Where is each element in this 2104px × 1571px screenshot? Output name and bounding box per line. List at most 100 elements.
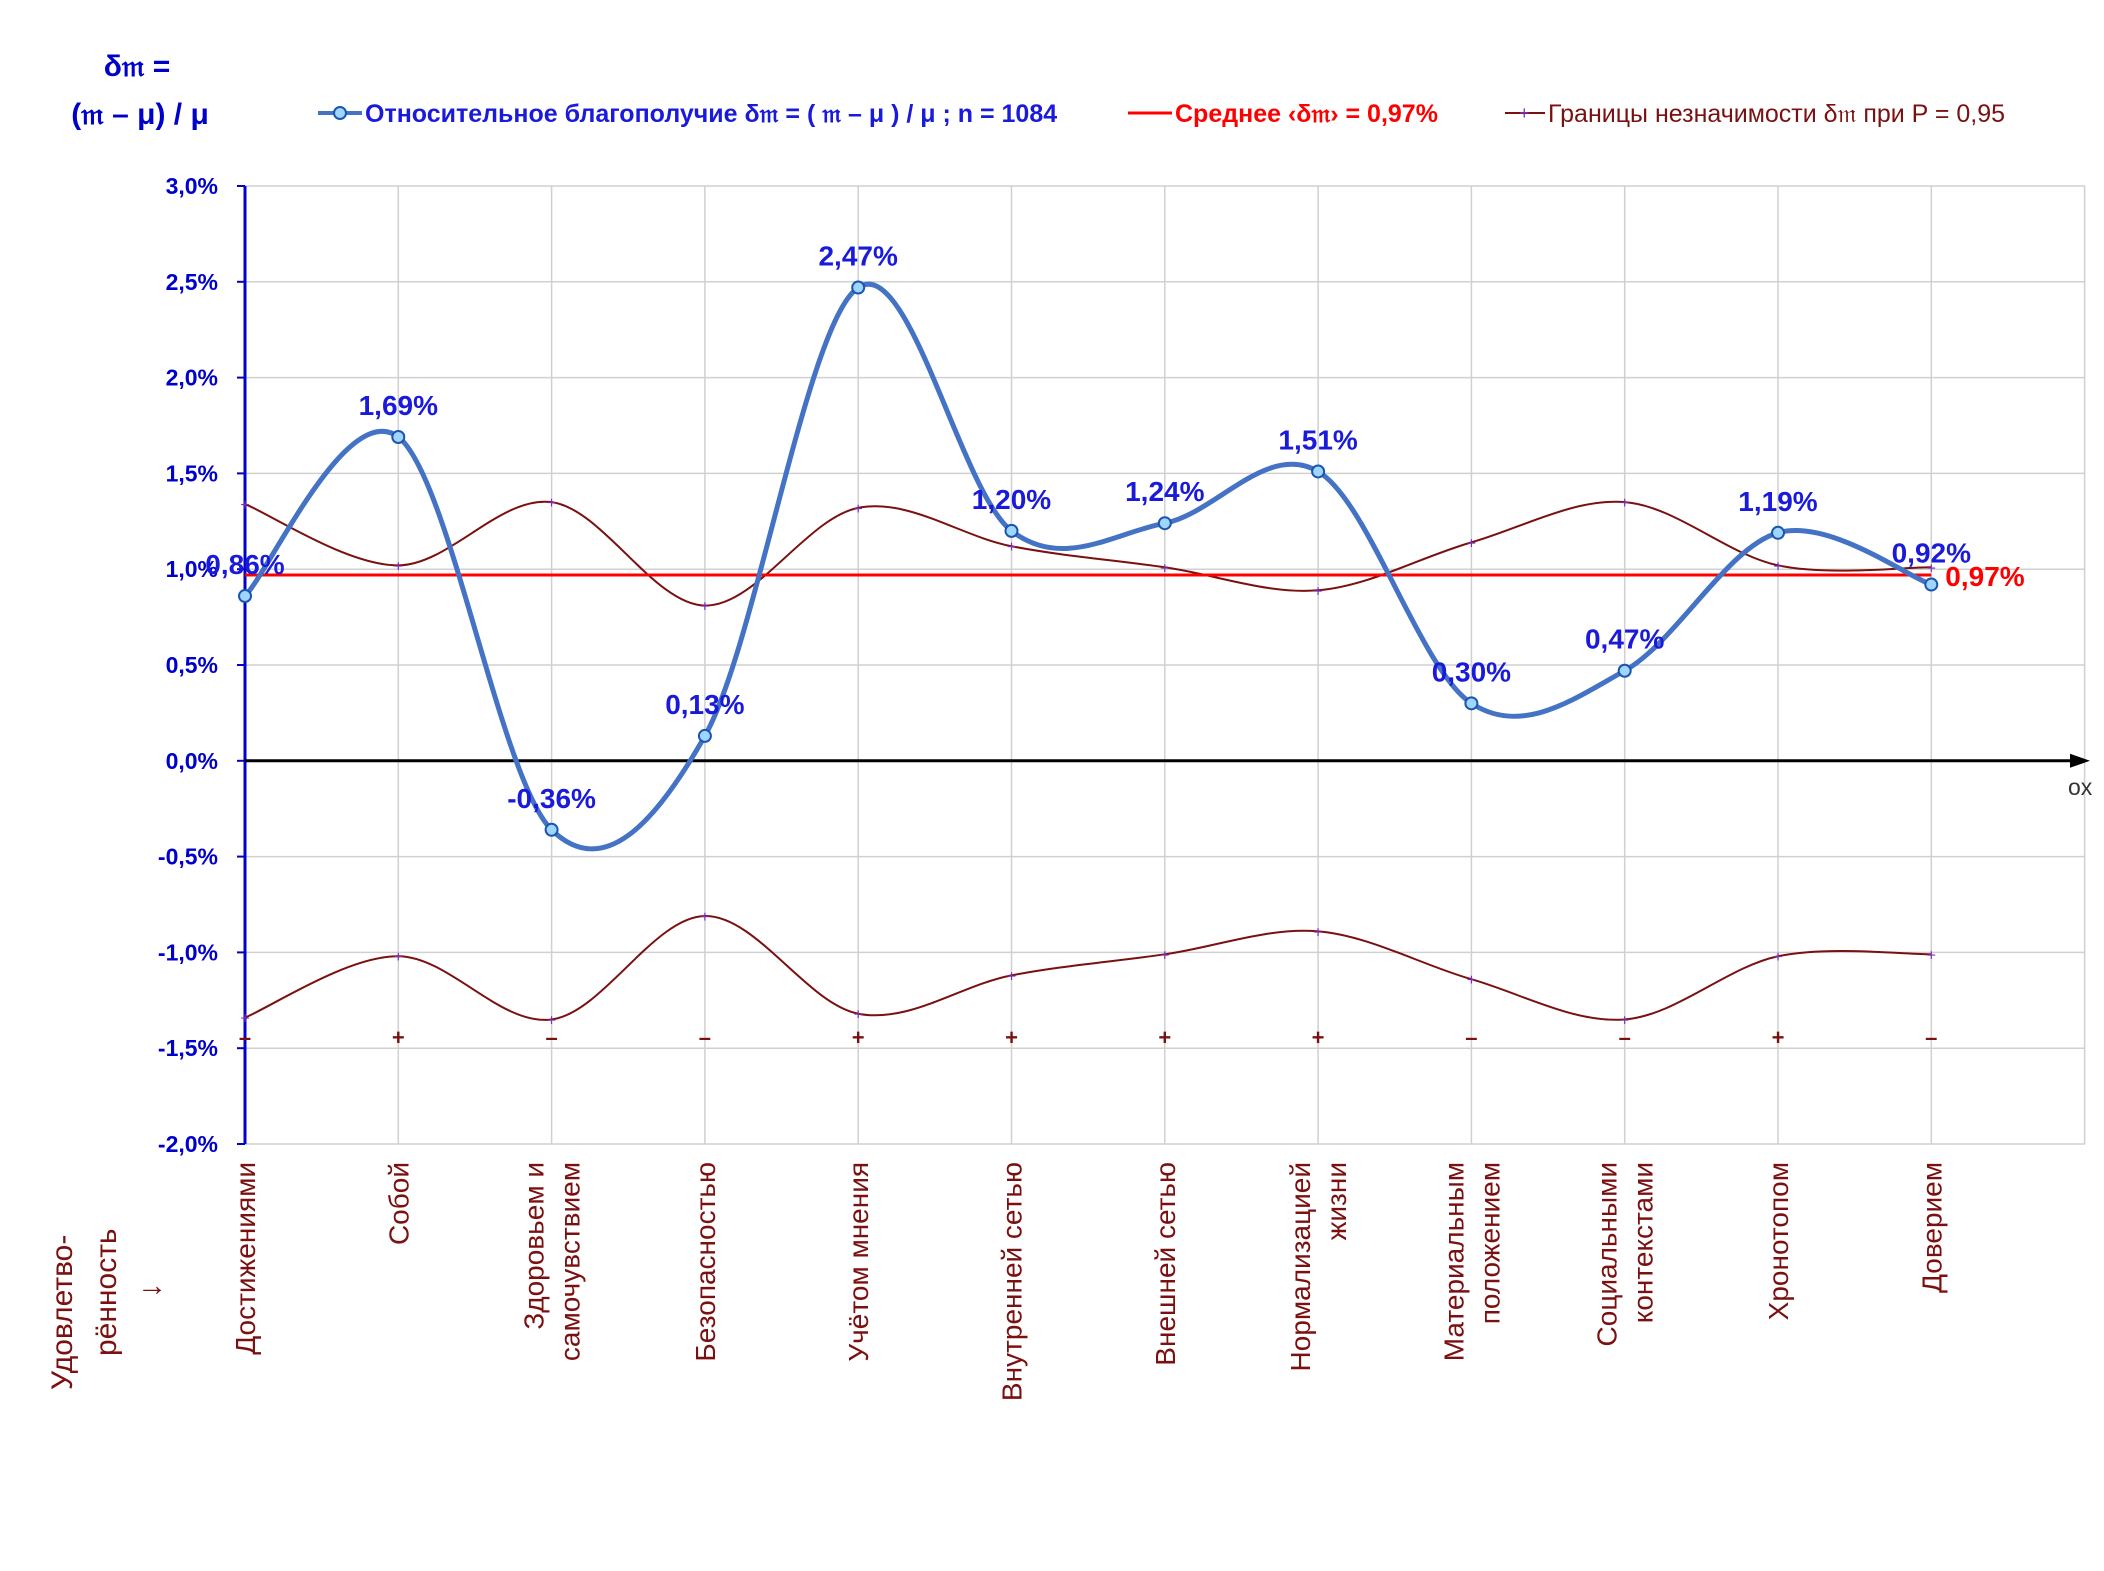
bound-marker: + (240, 497, 249, 514)
significance-sign: – (1465, 1025, 1477, 1050)
category-label-line: Доверием (1916, 1162, 1947, 1293)
category-label: Доверием (1916, 1162, 1947, 1293)
category-label-line: самочувствием (555, 1162, 586, 1361)
legend-bounds-marker: + (1519, 103, 1530, 123)
category-label: Здоровьем и самочувствием (519, 1162, 586, 1361)
mean-line-group: 0,97% (245, 561, 2025, 592)
significance-sign: + (1158, 1025, 1171, 1050)
bound-marker: + (854, 1007, 863, 1024)
bound-marker: + (1620, 1012, 1629, 1029)
data-label: 0,13% (665, 689, 744, 720)
grid (244, 185, 2086, 1145)
bound-marker: + (1620, 495, 1629, 512)
category-label-line: Безопасностью (690, 1162, 721, 1362)
mean-label: 0,97% (1945, 561, 2024, 592)
data-labels: 0,86% 1,69% -0,36% 0,13% 2,47% 1,20% 1,24% 1,51… (205, 241, 1971, 814)
significance-bounds: +++++++++++ ++++++++++++ +– + – – + + + + – – + – (239, 495, 1938, 1050)
category-label: Социальными контекстами (1592, 1162, 1659, 1346)
series-point (1617, 663, 1632, 678)
series-point (1771, 525, 1785, 540)
category-label: Нормализацией жизни (1285, 1162, 1352, 1371)
y-tick-label: 0,5% (166, 652, 218, 678)
category-label-line: Учётом мнения (843, 1162, 874, 1362)
category-label-line: Собой (383, 1162, 414, 1245)
category-label-line: положением (1474, 1162, 1505, 1324)
data-label: 2,47% (818, 241, 897, 272)
category-label-line: Здоровьем и (519, 1162, 550, 1330)
y-tick-label: 2,5% (166, 269, 218, 295)
data-label: 1,19% (1738, 486, 1817, 517)
series-point (1464, 696, 1479, 711)
category-label: Внутренней сетью (997, 1162, 1028, 1401)
data-label: -0,36% (507, 783, 596, 814)
bound-marker: + (854, 501, 863, 518)
bound-marker: + (240, 1011, 249, 1028)
y-tick-label: 2,0% (166, 365, 218, 391)
y-tick-label: 0,0% (166, 748, 218, 774)
y-tick-label: 3,0% (166, 173, 218, 199)
x-axis-arrow (2070, 753, 2090, 768)
data-label: 1,24% (1125, 476, 1204, 507)
category-label: Безопасностью (690, 1162, 721, 1362)
bound-marker: + (1007, 539, 1016, 556)
bound-line-upper (244, 500, 1932, 607)
y-tick-label: -0,5% (158, 844, 218, 870)
axes: 3,0% 2,5% 2,0% 1,5% 1,0% 0,5% 0,0% -0,5% -1,0% -1… (158, 173, 2090, 1157)
category-label-line: Хронотопом (1763, 1162, 1794, 1320)
bound-line-lower (244, 914, 1932, 1021)
bound-marker: + (1927, 560, 1936, 577)
bound-marker: + (547, 495, 556, 512)
bound-marker: + (1313, 583, 1322, 600)
category-labels: Достижениями Собой Здоровьем и самочувствие… (230, 1162, 1947, 1401)
series-point (1311, 464, 1326, 479)
significance-sign: + (852, 1025, 865, 1050)
legend-main-label: Относительное благополучие δ𝔪 = ( 𝔪 – μ … (365, 100, 1057, 128)
significance-sign: – (1619, 1025, 1631, 1050)
series-point (851, 280, 866, 295)
y-formula-line1: δ𝔪 = (104, 50, 171, 83)
bound-marker: + (394, 558, 403, 575)
category-label-line: Достижениями (230, 1162, 261, 1355)
data-label: 0,86% (205, 549, 284, 580)
significance-sign: – (1925, 1025, 1937, 1050)
bound-marker: + (1467, 535, 1476, 552)
left-axis-caption: Удовлетво- рённость ↓ (46, 1228, 167, 1390)
bound-marker: + (394, 949, 403, 966)
x-axis-caption: ox (2068, 774, 2093, 800)
category-label-line: контекстами (1628, 1162, 1659, 1323)
left-caption-line1: Удовлетво- (46, 1235, 79, 1390)
legend: Относительное благополучие δ𝔪 = ( 𝔪 – μ … (318, 100, 2005, 128)
category-label: Учётом мнения (843, 1162, 874, 1362)
data-label: 0,47% (1585, 624, 1664, 655)
series-point (1924, 577, 1939, 592)
bound-marker: + (1160, 947, 1169, 964)
left-caption-arrow: ↓ (134, 1283, 167, 1298)
series-point (391, 429, 406, 444)
series-point (697, 728, 712, 743)
category-label: Собой (383, 1162, 414, 1245)
y-formula-line2: (𝔪 – μ) / μ (71, 98, 209, 131)
bound-marker: + (700, 599, 709, 616)
series-point (1157, 516, 1172, 531)
data-label: 0,92% (1892, 538, 1971, 569)
significance-sign: + (1005, 1025, 1018, 1050)
category-label-line: Материальным (1438, 1162, 1469, 1361)
data-label: 1,20% (972, 484, 1051, 515)
data-label: 1,51% (1278, 424, 1357, 455)
category-label-line: Внешней сетью (1150, 1162, 1181, 1366)
bound-marker: + (1007, 968, 1016, 985)
legend-mean-label: Среднее ‹δ𝔪› = 0,97% (1175, 100, 1438, 128)
bound-marker: + (1773, 949, 1782, 966)
category-label: Хронотопом (1763, 1162, 1794, 1320)
bound-marker: + (1467, 972, 1476, 989)
significance-sign: – (239, 1025, 251, 1050)
category-label-line: Нормализацией (1285, 1162, 1316, 1371)
bound-marker: + (1313, 924, 1322, 941)
bound-marker: + (1160, 560, 1169, 577)
significance-sign: – (699, 1025, 711, 1050)
significance-sign: + (1312, 1025, 1325, 1050)
bound-marker: + (700, 909, 709, 926)
y-tick-label: -1,0% (158, 939, 218, 965)
series-line (243, 281, 1933, 852)
